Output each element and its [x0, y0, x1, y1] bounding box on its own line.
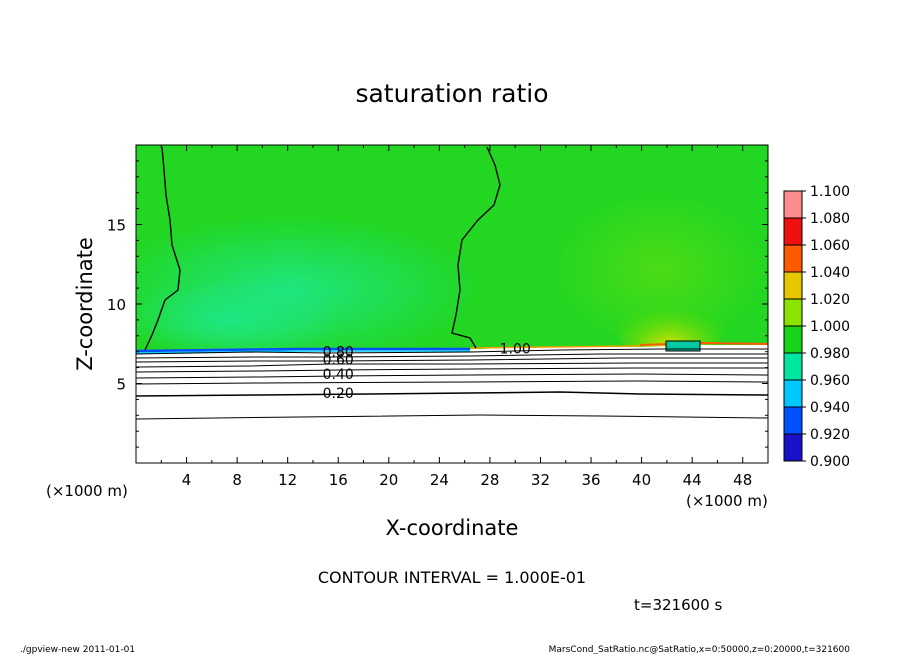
- x-tick-label: 20: [379, 471, 398, 489]
- colorbar-swatch: [784, 191, 802, 218]
- colorbar-label: 0.960: [810, 373, 850, 389]
- footer-left: ./gpview-new 2011-01-01: [20, 645, 135, 654]
- contour-interval: CONTOUR INTERVAL = 1.000E-01: [318, 568, 586, 587]
- colorbar-labels: 0.900 0.920 0.940 0.960 0.980 1.000 1.020 1.040…: [802, 184, 850, 470]
- colorbar-label: 0.980: [810, 346, 850, 362]
- y-tick-label: 5: [116, 376, 126, 394]
- x-tick-label: 24: [430, 471, 449, 489]
- colorbar-swatch: [784, 272, 802, 299]
- colorbar-swatch: [784, 353, 802, 380]
- contour-label: 0.60: [323, 353, 354, 369]
- colorbar-swatch: [784, 299, 802, 326]
- x-tick-label: 16: [329, 471, 348, 489]
- colorbar-swatch: [784, 434, 802, 461]
- y-tick-label: 15: [107, 217, 126, 235]
- colorbar-label: 1.100: [810, 184, 850, 200]
- x-tick-labels: 4 8 12 16 20 24 28 32 36 40 44 48: [182, 471, 752, 489]
- x-tick-label: 28: [480, 471, 499, 489]
- x-tick-label: 12: [278, 471, 297, 489]
- contour-label: 0.40: [323, 367, 354, 383]
- x-tick-label: 8: [232, 471, 242, 489]
- colorbar-label: 1.020: [810, 292, 850, 308]
- x-axis-label: X-coordinate: [386, 516, 519, 540]
- heatmap-field: [136, 145, 768, 463]
- chart-title: saturation ratio: [355, 79, 548, 108]
- y-tick-labels: 5 10 15: [107, 217, 126, 394]
- y-axis-label: Z-coordinate: [73, 237, 97, 371]
- colorbar-label: 1.040: [810, 265, 850, 281]
- colorbar-swatch: [784, 245, 802, 272]
- y-unit-label: (×1000 m): [46, 482, 128, 500]
- x-tick-label: 4: [182, 471, 192, 489]
- colorbar-swatch: [784, 326, 802, 353]
- x-tick-label: 48: [733, 471, 752, 489]
- x-tick-label: 40: [632, 471, 651, 489]
- footer-right: MarsCond_SatRatio.nc@SatRatio,x=0:50000,…: [549, 645, 851, 654]
- x-tick-label: 44: [683, 471, 702, 489]
- x-unit-label: (×1000 m): [686, 492, 768, 510]
- time-label: t=321600 s: [634, 596, 722, 614]
- colorbar-swatch: [784, 407, 802, 434]
- axis-ticks: [136, 145, 768, 463]
- colorbar-label: 0.920: [810, 427, 850, 443]
- colorbar-label: 1.080: [810, 211, 850, 227]
- colorbar-swatch: [784, 218, 802, 245]
- contour-labels: 0.800.600.40 0.20 1.00: [323, 342, 531, 403]
- colorbar: [783, 190, 803, 462]
- y-tick-label: 10: [107, 296, 126, 314]
- contour-label: 1.00: [500, 342, 531, 358]
- contour-label: 0.20: [323, 386, 354, 402]
- colorbar-swatch: [784, 380, 802, 407]
- colorbar-label: 1.060: [810, 238, 850, 254]
- colorbar-label: 0.940: [810, 400, 850, 416]
- x-tick-label: 36: [581, 471, 600, 489]
- contour-label: 0.80: [323, 345, 354, 361]
- colorbar-label: 0.900: [810, 454, 850, 470]
- x-tick-label: 32: [531, 471, 550, 489]
- colorbar-label: 1.000: [810, 319, 850, 335]
